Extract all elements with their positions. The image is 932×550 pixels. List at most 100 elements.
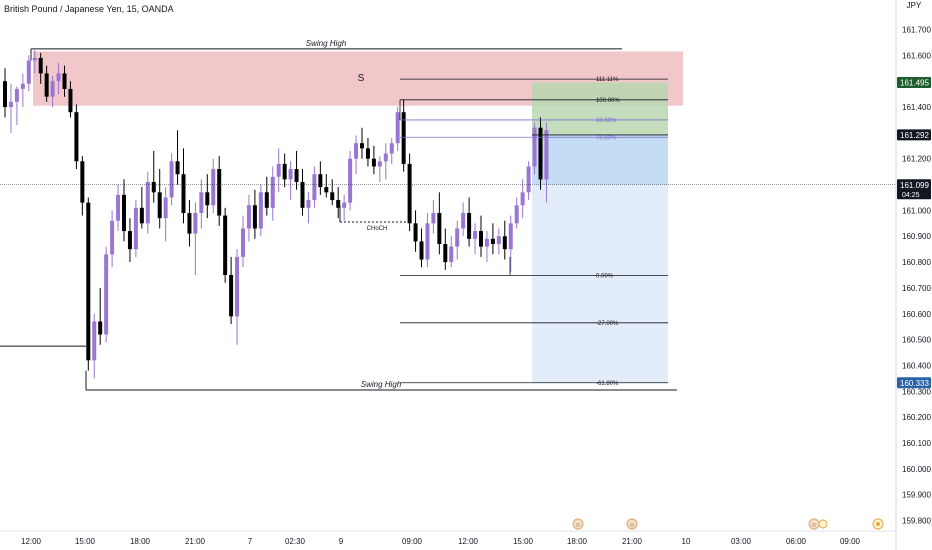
candle-body xyxy=(3,81,7,108)
earnings-icon[interactable]: ☺ xyxy=(572,518,584,530)
candle-body xyxy=(413,223,418,242)
candle-body xyxy=(98,321,103,335)
y-tick-label: 161.000 xyxy=(902,206,931,215)
candle-body xyxy=(229,275,234,317)
x-tick-label: 18:00 xyxy=(130,537,151,546)
candle-body xyxy=(50,81,55,97)
candle-body xyxy=(383,153,388,162)
candle-body xyxy=(496,236,501,244)
dividend-icon[interactable] xyxy=(818,519,828,529)
candle-body xyxy=(371,158,376,167)
sun-icon[interactable] xyxy=(872,518,884,530)
candle-body xyxy=(32,57,37,61)
x-tick-label: 12:00 xyxy=(458,537,479,546)
candle-body xyxy=(330,192,335,201)
x-tick-label: 02:30 xyxy=(285,537,306,546)
y-tick-label: 159.900 xyxy=(902,491,931,500)
candle-body xyxy=(419,241,424,260)
candle-body xyxy=(62,73,67,89)
price-tag-value: 161.495 xyxy=(900,78,929,87)
candle-body xyxy=(544,130,549,180)
price-tag xyxy=(897,179,931,200)
currency-label: JPY xyxy=(899,1,929,10)
candle-body xyxy=(44,73,49,97)
x-tick-label: 21:00 xyxy=(622,537,643,546)
x-tick-label: 9 xyxy=(339,537,344,546)
candle-body xyxy=(127,231,132,250)
candle-body xyxy=(354,143,359,159)
candle-body xyxy=(217,169,222,216)
candles xyxy=(3,50,549,379)
y-tick-label: 160.200 xyxy=(902,413,931,422)
candle-body xyxy=(532,127,537,167)
candle-body xyxy=(538,127,543,180)
candle-body xyxy=(306,200,311,208)
swing-high-bottom-label: Swing High xyxy=(361,380,402,389)
earnings-icon[interactable]: ☺ xyxy=(808,518,820,530)
choch-label: CHoCH xyxy=(367,226,388,232)
candle-body xyxy=(490,238,495,244)
candle-body xyxy=(223,215,228,275)
svg-text:☺: ☺ xyxy=(574,522,581,529)
fib-label: 88.60% xyxy=(596,118,617,124)
candle-body xyxy=(467,212,472,239)
candle-body xyxy=(407,163,412,224)
candle-body xyxy=(38,57,43,74)
y-tick-label: 160.000 xyxy=(902,465,931,474)
candle-body xyxy=(479,231,483,247)
x-tick-label: 03:00 xyxy=(731,537,752,546)
candle-body xyxy=(437,212,442,244)
earnings-icon[interactable]: ☺ xyxy=(626,518,638,530)
candle-body xyxy=(425,223,430,260)
candle-body xyxy=(211,169,216,206)
currency-code: JPY xyxy=(906,1,922,10)
x-tick-label: 09:00 xyxy=(402,537,423,546)
drawing-zones xyxy=(33,51,683,383)
candle-body xyxy=(133,207,138,250)
symbol-title: British Pound / Japanese Yen, 15, OANDA xyxy=(4,4,174,14)
candle-body xyxy=(484,238,489,247)
candle-body xyxy=(377,161,382,167)
candle-body xyxy=(395,112,400,144)
candle-body xyxy=(270,176,275,208)
y-tick-label: 160.500 xyxy=(902,336,931,345)
svg-text:☺: ☺ xyxy=(810,522,817,529)
price-tag-value: 160.333 xyxy=(900,379,929,388)
x-tick-label: 06:00 xyxy=(786,537,807,546)
candle-body xyxy=(514,205,519,224)
y-tick-label: 159.800 xyxy=(902,517,931,526)
y-tick-label: 161.200 xyxy=(902,155,931,164)
svg-text:☺: ☺ xyxy=(628,522,635,529)
candle-body xyxy=(20,83,25,89)
candle-body xyxy=(294,169,299,182)
x-tick-label: 21:00 xyxy=(185,537,206,546)
candle-body xyxy=(324,187,329,193)
x-tick-label: 15:00 xyxy=(513,537,534,546)
time-axis[interactable]: 12:00 15:00 18:00 21:00 7 02:30 9 09:00 12:00 15:… xyxy=(0,530,896,546)
candle-body xyxy=(241,228,245,257)
candle-body xyxy=(461,212,466,229)
candle-body xyxy=(288,169,293,180)
y-tick-label: 160.900 xyxy=(902,232,931,241)
candle-body xyxy=(26,60,31,84)
price-tag-value: 161.292 xyxy=(900,131,929,140)
candle-body xyxy=(92,321,97,361)
x-tick-label: 15:00 xyxy=(75,537,96,546)
candle-body xyxy=(151,181,156,193)
y-tick-label: 160.400 xyxy=(902,361,931,370)
candle-body xyxy=(8,101,13,108)
y-tick-label: 160.800 xyxy=(902,258,931,267)
candle-body xyxy=(282,163,287,180)
fib-label: -27.00% xyxy=(596,321,619,327)
candle-body xyxy=(116,194,121,221)
candle-body xyxy=(502,236,507,250)
candle-body xyxy=(181,174,186,213)
x-tick-label: 18:00 xyxy=(567,537,588,546)
candle-body xyxy=(122,194,126,232)
y-tick-label: 161.400 xyxy=(902,103,931,112)
price-tag-value: 161.099 xyxy=(900,181,929,190)
candle-body xyxy=(235,256,240,317)
candle-body xyxy=(449,246,454,263)
candle-body xyxy=(365,148,370,159)
